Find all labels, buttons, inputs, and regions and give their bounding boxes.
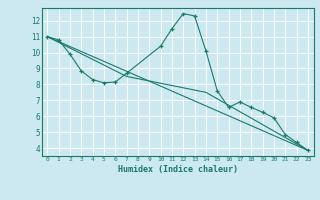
X-axis label: Humidex (Indice chaleur): Humidex (Indice chaleur) — [118, 165, 237, 174]
